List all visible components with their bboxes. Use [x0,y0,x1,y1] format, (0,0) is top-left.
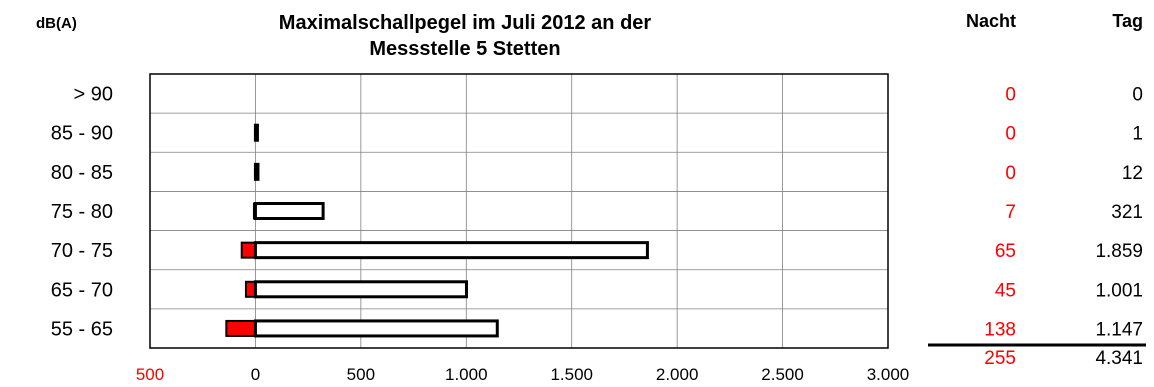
bar-night [225,319,257,337]
chart-title-line-1: Maximalschallpegel im Juli 2012 an der [279,12,652,34]
night-value: 0 [1005,124,1016,145]
total-night: 255 [984,348,1016,369]
chart-title-line-2: Messstelle 5 Stetten [369,38,560,60]
bars [225,123,649,338]
category-label: 80 - 85 [51,162,113,184]
header-night: Nacht [966,11,1016,31]
day-value: 1 [1132,124,1143,145]
day-value: 1.147 [1095,319,1143,340]
bar-day [253,123,259,142]
x-tick-labels: 500 0 500 1.000 1.500 2.000 2.500 3.000 [136,365,909,384]
night-value: 0 [1005,163,1016,184]
x-tick-label: 1.500 [550,365,593,384]
day-value: 1.859 [1095,241,1143,262]
category-label: 70 - 75 [51,240,113,262]
plot-area [149,73,889,349]
night-value: 45 [995,280,1016,301]
unit-label: dB(A) [36,15,77,32]
x-tick-label: 0 [251,365,260,384]
night-value: 7 [1005,202,1016,223]
bar-night [240,241,257,259]
bar-day [253,280,468,299]
x-tick-label: 500 [136,365,164,384]
category-label: 85 - 90 [51,123,113,145]
bar-day [253,162,260,181]
day-value: 321 [1111,202,1143,223]
x-tick-label: 500 [347,365,375,384]
category-label: 55 - 65 [51,318,113,340]
day-value: 0 [1132,85,1143,106]
day-value: 12 [1122,163,1143,184]
bar-day [253,241,649,260]
category-labels: > 90 85 - 90 80 - 85 75 - 80 70 - 75 65 - 70 5… [51,84,113,341]
day-value: 1.001 [1095,280,1143,301]
x-tick-label: 2.000 [656,365,699,384]
x-tick-label: 3.000 [867,365,910,384]
x-tick-label: 2.500 [761,365,804,384]
value-table: 0 0 0 1 0 12 7 321 65 1.859 45 1.001 138 1.147 [984,85,1143,341]
category-label: > 90 [74,84,113,106]
x-tick-label: 1.000 [445,365,488,384]
category-label: 75 - 80 [51,201,113,223]
total-day: 4.341 [1095,348,1143,369]
bar-day [253,319,499,338]
header-day: Tag [1112,11,1143,31]
night-value: 65 [995,241,1016,262]
gridlines [150,74,888,348]
category-label: 65 - 70 [51,279,113,301]
bar-day [253,202,325,220]
night-value: 138 [984,319,1016,340]
night-value: 0 [1005,85,1016,106]
